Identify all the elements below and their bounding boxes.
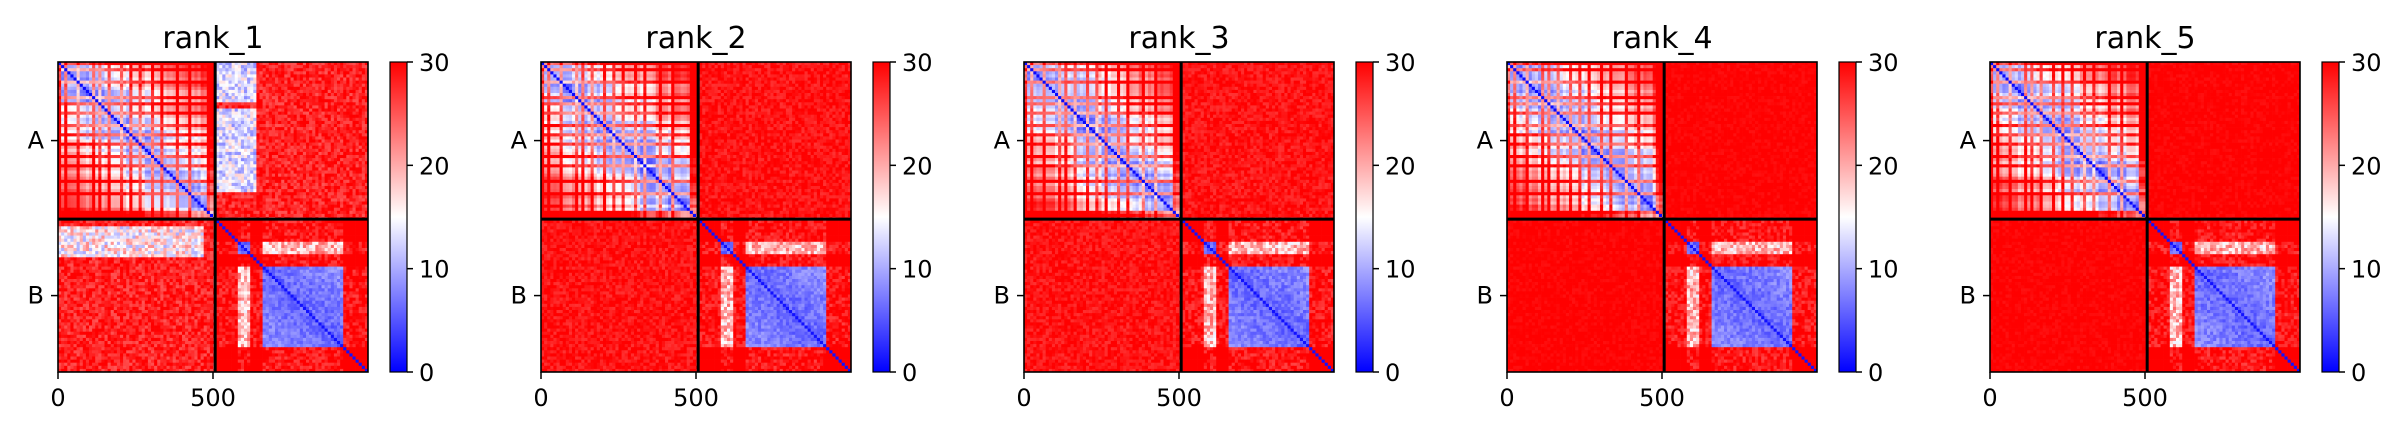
colorbar-tick-label: 30 — [2351, 49, 2382, 77]
x-tick-label: 500 — [1156, 384, 1202, 412]
colorbar-tick-label: 0 — [419, 359, 434, 387]
panel-rank_1: rank_1 A B 0 500 0 10 20 30 — [28, 21, 450, 412]
x-tick-label: 0 — [1016, 384, 1031, 412]
colorbar-tick-label: 20 — [1868, 152, 1899, 180]
colorbar-tick-label: 30 — [1385, 49, 1416, 77]
x-tick-label: 500 — [190, 384, 236, 412]
colorbar — [1839, 62, 1856, 372]
chain-label-B: B — [994, 282, 1010, 310]
chain-label-A: A — [28, 127, 45, 155]
panel-title: rank_4 — [1611, 21, 1712, 56]
heatmap-rank_1 — [58, 62, 368, 372]
x-tick-label: 500 — [673, 384, 719, 412]
colorbar-tick-label: 30 — [902, 49, 933, 77]
colorbar-tick-label: 20 — [902, 152, 933, 180]
panel-title: rank_1 — [162, 21, 263, 56]
heatmap-rank_2 — [541, 62, 851, 372]
colorbar — [873, 62, 890, 372]
heatmap-rank_3 — [1024, 62, 1334, 372]
panel-rank_4: rank_4 A B 0 500 0 10 20 30 — [1477, 21, 1899, 412]
colorbar-tick-label: 10 — [2351, 256, 2382, 284]
colorbar-tick-label: 10 — [902, 256, 933, 284]
chain-label-A: A — [1477, 127, 1494, 155]
chain-label-B: B — [1960, 282, 1976, 310]
x-tick-label: 500 — [1639, 384, 1685, 412]
colorbar-tick-label: 10 — [419, 256, 450, 284]
colorbar-tick-label: 10 — [1385, 256, 1416, 284]
colorbar-tick-label: 20 — [1385, 152, 1416, 180]
chain-label-A: A — [511, 127, 528, 155]
panel-title: rank_3 — [1128, 21, 1229, 56]
x-tick-label: 0 — [50, 384, 65, 412]
x-tick-label: 0 — [533, 384, 548, 412]
colorbar-tick-label: 30 — [419, 49, 450, 77]
panel-title: rank_2 — [645, 21, 746, 56]
colorbar — [390, 62, 407, 372]
panel-title: rank_5 — [2094, 21, 2195, 56]
chain-label-B: B — [28, 282, 44, 310]
colorbar-tick-label: 0 — [902, 359, 917, 387]
panel-rank_3: rank_3 A B 0 500 0 10 20 30 — [994, 21, 1416, 412]
panel-rank_2: rank_2 A B 0 500 0 10 20 30 — [511, 21, 933, 412]
chain-label-A: A — [994, 127, 1011, 155]
colorbar-tick-label: 30 — [1868, 49, 1899, 77]
colorbar — [1356, 62, 1373, 372]
colorbar-tick-label: 20 — [419, 152, 450, 180]
panel-rank_5: rank_5 A B 0 500 0 10 20 30 — [1960, 21, 2382, 412]
colorbar — [2322, 62, 2339, 372]
colorbar-tick-label: 10 — [1868, 256, 1899, 284]
colorbar-tick-label: 0 — [2351, 359, 2366, 387]
chain-label-B: B — [511, 282, 527, 310]
x-tick-label: 0 — [1499, 384, 1514, 412]
heatmap-rank_4 — [1507, 62, 1817, 372]
chain-label-B: B — [1477, 282, 1493, 310]
x-tick-label: 0 — [1982, 384, 1997, 412]
x-tick-label: 500 — [2122, 384, 2168, 412]
colorbar-tick-label: 0 — [1868, 359, 1883, 387]
heatmap-rank_5 — [1990, 62, 2300, 372]
colorbar-tick-label: 20 — [2351, 152, 2382, 180]
chain-label-A: A — [1960, 127, 1977, 155]
colorbar-tick-label: 0 — [1385, 359, 1400, 387]
